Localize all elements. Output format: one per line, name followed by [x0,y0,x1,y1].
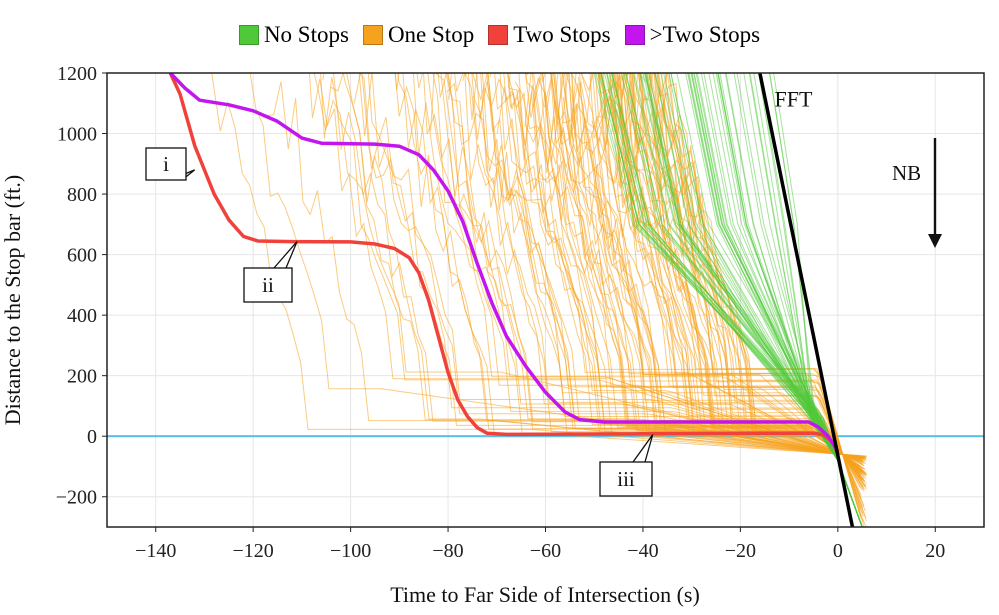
legend-swatch-one-stop [362,25,383,45]
one-stop-trajectory [541,73,865,467]
x-tick-label: −120 [233,540,274,562]
callout-pointer [273,241,298,269]
y-tick-label: 0 [87,426,97,448]
callout-box [599,461,653,497]
x-tick-label: −100 [330,540,371,562]
callout-box [145,147,187,181]
one-stop-trajectory [423,73,866,457]
legend: No Stops One Stop Two Stops >Two Stops [0,22,999,48]
legend-swatch-more-stops [624,25,645,45]
callout-2: ii [243,241,298,303]
legend-label-more-stops: >Two Stops [649,22,761,47]
fft-line-group: FFT [758,72,855,528]
no-stop-trajectory [640,73,863,527]
callout-box [243,267,293,303]
one-stop-trajectory [358,73,862,460]
x-axis-ticks: −140 −120 −100 −80 −60 −40 −20 0 20 [135,527,945,562]
direction-indicator: NB [892,138,942,248]
legend-label-one-stop: One Stop [387,22,475,47]
one-stop-trajectory [367,73,862,461]
y-tick-label: 800 [67,184,97,206]
direction-label: NB [892,161,921,185]
x-axis-title: Time to Far Side of Intersection (s) [390,582,700,607]
callout-3: iii [599,434,654,497]
one-stop-trajectory [503,73,865,459]
two-stops-trajectory [168,73,840,456]
legend-swatch-two-stops [488,25,509,45]
fft-label: FFT [774,86,812,111]
ensemble-trajectories [211,73,868,527]
y-axis-title: Distance to the Stop bar (ft.) [0,175,25,426]
direction-arrow-icon [928,234,942,248]
legend-swatch-no-stops [238,25,259,45]
x-tick-label: 0 [833,540,843,562]
x-tick-label: 20 [925,540,945,562]
x-tick-label: −80 [432,540,463,562]
more-stops-trajectory [169,73,840,453]
legend-label-no-stops: No Stops [263,22,349,47]
no-stop-trajectory [668,73,863,527]
no-stop-trajectory [654,73,863,527]
legend-label-two-stops: Two Stops [513,22,611,47]
x-tick-label: −140 [135,540,176,562]
highlight-trajectories [168,73,840,456]
x-tick-label: −60 [530,540,561,562]
legend-item-two-stops: Two Stops [488,22,611,48]
one-stop-trajectory [553,73,861,475]
x-tick-label: −40 [627,540,658,562]
y-tick-label: 1000 [57,124,97,146]
one-stop-trajectory [627,73,862,500]
one-stop-trajectory [211,73,864,457]
legend-item-no-stops: No Stops [238,22,349,48]
callout-label: ii [262,273,274,297]
y-tick-label: 400 [67,305,97,327]
one-stop-trajectory [332,73,861,457]
fft-line [758,72,855,528]
legend-item-one-stop: One Stop [362,22,475,48]
y-tick-label: −200 [56,487,97,509]
one-stop-trajectory [626,73,861,509]
callout-1: i [145,147,196,181]
y-tick-label: 600 [67,245,97,267]
callout-label: i [163,152,169,176]
one-stop-trajectory [249,73,863,458]
legend-item-more-stops: >Two Stops [624,22,761,48]
one-stop-trajectory [486,73,866,470]
y-tick-label: 200 [67,366,97,388]
one-stop-trajectory [526,73,864,523]
one-stop-trajectory [402,73,862,458]
y-axis-ticks: −200 0 200 400 600 800 1000 1200 [56,63,107,509]
one-stop-trajectory [440,73,865,460]
x-tick-label: −20 [725,540,756,562]
y-tick-label: 1200 [57,63,97,85]
callout-pointer [632,434,654,463]
callout-label: iii [617,467,635,491]
